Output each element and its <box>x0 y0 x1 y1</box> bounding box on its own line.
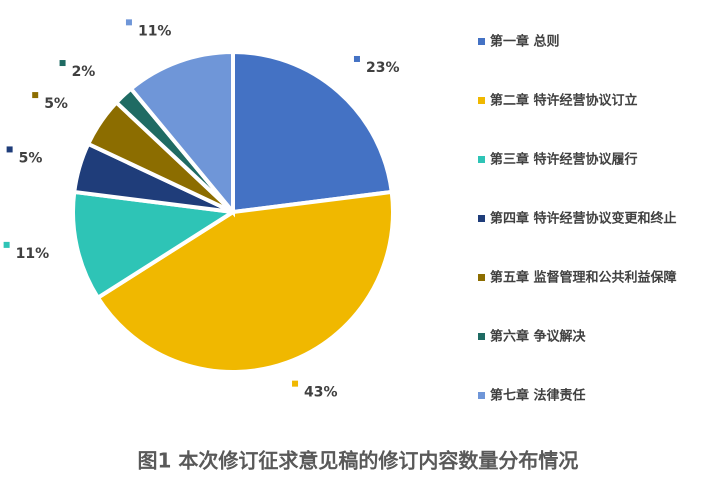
label-swatch <box>125 19 132 26</box>
legend-label: 第二章 特许经营协议订立 <box>490 93 638 109</box>
data-label: 23% <box>366 60 400 76</box>
legend-label: 第四章 特许经营协议变更和终止 <box>490 211 677 227</box>
legend-swatch <box>478 97 485 104</box>
data-label: 43% <box>304 385 338 401</box>
legend-swatch <box>478 333 485 340</box>
data-label: 2% <box>72 64 96 80</box>
pie-slice <box>71 189 239 301</box>
label-swatch <box>292 380 299 387</box>
label-swatch <box>353 55 360 62</box>
data-label: 5% <box>44 96 68 112</box>
pie-slice <box>95 189 395 374</box>
label-swatch <box>3 241 10 248</box>
legend-label: 第六章 争议解决 <box>490 329 587 345</box>
label-swatch <box>59 60 66 67</box>
label-swatch <box>6 146 13 153</box>
legend-label: 第七章 法律责任 <box>490 388 586 404</box>
legend-swatch <box>478 38 485 45</box>
data-label: 11% <box>138 23 172 39</box>
legend-label: 第五章 监督管理和公共利益保障 <box>490 270 677 286</box>
legend-swatch <box>478 215 485 222</box>
legend-swatch <box>478 392 485 399</box>
legend-label: 第一章 总则 <box>490 34 560 50</box>
legend-swatch <box>478 274 485 281</box>
legend-label: 第三章 特许经营协议履行 <box>490 152 638 168</box>
data-label: 11% <box>16 246 50 262</box>
chart-title: 图1 本次修订征求意见稿的修订内容数量分布情况 <box>138 449 579 473</box>
label-swatch <box>32 92 39 99</box>
data-label: 5% <box>19 150 43 166</box>
pie-slice <box>231 49 394 215</box>
pie-slice <box>128 49 235 218</box>
legend-swatch <box>478 156 485 163</box>
